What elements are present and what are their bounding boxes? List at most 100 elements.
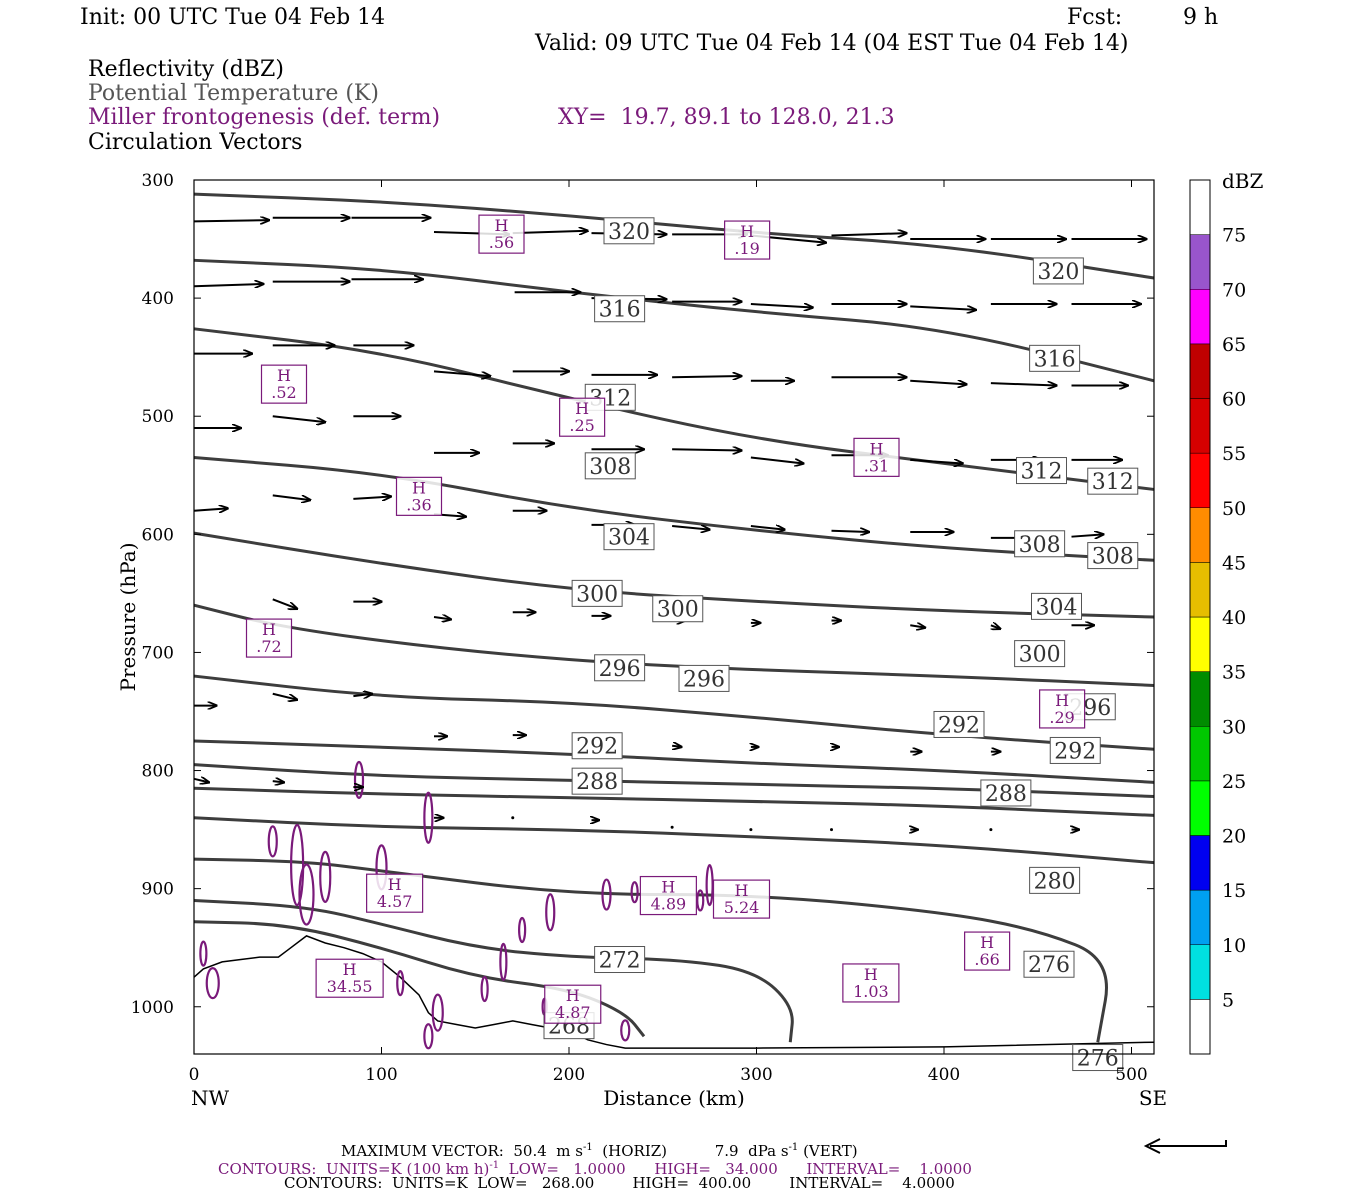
frontogenesis-max-label: H4.57 (366, 873, 424, 913)
colorbar-segment (1189, 179, 1211, 235)
theta-label: 304 (603, 523, 655, 551)
theta-label: 304 (1031, 592, 1082, 620)
valid-time: Valid: 09 UTC Tue 04 Feb 14 (04 EST Tue … (535, 31, 1129, 56)
y-tick-label: 600 (142, 525, 174, 545)
svg-text:.19: .19 (734, 239, 759, 258)
frontogenesis-contour (353, 760, 365, 800)
x-axis-title: Distance (km) (603, 1086, 745, 1110)
footer-fronto-contours: CONTOURS: UNITS=K (100 km h)-1 LOW= 1.00… (218, 1160, 972, 1178)
svg-text:296: 296 (683, 667, 725, 692)
theta-label: 316 (1029, 344, 1081, 372)
svg-text:300: 300 (657, 598, 699, 623)
circulation-vector (750, 303, 813, 308)
x-tick-label: 100 (365, 1065, 397, 1085)
svg-text:312: 312 (1092, 470, 1134, 495)
theta-label: 280 (1029, 866, 1081, 894)
svg-text:308: 308 (589, 455, 631, 480)
legend-frontogenesis: Miller frontogenesis (def. term) (88, 105, 441, 130)
theta-label: 312 (1087, 467, 1139, 495)
colorbar-tick-label: 60 (1222, 389, 1246, 411)
svg-text:316: 316 (599, 298, 641, 323)
circulation-vector (433, 617, 451, 619)
frontogenesis-contour (319, 850, 332, 903)
colorbar-segment (1189, 562, 1211, 618)
theta-label: 276 (1072, 1044, 1124, 1072)
svg-text:.66: .66 (974, 950, 999, 969)
x-tick-label: 300 (740, 1065, 772, 1085)
theta-contour-316 (193, 258, 1155, 383)
circulation-vector (512, 231, 588, 233)
svg-text:4.89: 4.89 (651, 895, 687, 914)
colorbar-tick-label: 65 (1222, 334, 1246, 356)
svg-text:34.55: 34.55 (327, 977, 373, 996)
colorbar-tick-label: 40 (1222, 607, 1246, 629)
colorbar-segment (1189, 726, 1211, 782)
colorbar-segment (1189, 999, 1211, 1055)
circulation-vector (272, 415, 326, 422)
frontogenesis-contours (199, 760, 714, 1050)
svg-text:.56: .56 (489, 233, 514, 252)
theta-label: 312 (1016, 457, 1067, 485)
svg-text:H: H (262, 620, 276, 639)
x-end-label-nw: NW (191, 1086, 230, 1110)
y-tick-label: 400 (142, 289, 174, 309)
frontogenesis-contour (423, 791, 434, 844)
colorbar-tick-label: 20 (1222, 826, 1246, 848)
svg-text:H: H (566, 986, 580, 1005)
theta-label: 288 (571, 767, 623, 795)
svg-text:308: 308 (1019, 533, 1061, 558)
init-time: Init: 00 UTC Tue 04 Feb 14 (80, 5, 386, 30)
frontogenesis-max-label: H.72 (245, 618, 293, 658)
colorbar-segment (1189, 671, 1211, 727)
frontogenesis-contour (518, 916, 527, 944)
svg-text:300: 300 (1019, 643, 1061, 668)
theta-label: 308 (1014, 530, 1066, 558)
frontogenesis-max-label: H4.87 (544, 984, 602, 1024)
circulation-vector (989, 828, 993, 832)
svg-text:H: H (388, 875, 402, 894)
theta-label: 272 (594, 946, 646, 974)
circulation-vector (991, 625, 1000, 629)
circulation-vector (672, 746, 681, 747)
colorbar-segment (1189, 234, 1211, 290)
forecast-hour: 9 h (1183, 5, 1219, 30)
frontogenesis-max-label: H34.55 (315, 958, 384, 998)
svg-text:H: H (661, 878, 675, 897)
theta-label: 316 (594, 295, 646, 323)
colorbar-tick-label: 30 (1222, 716, 1246, 738)
colorbar-tick-label: 35 (1222, 662, 1246, 684)
theta-label: 320 (603, 217, 655, 245)
svg-text:1.03: 1.03 (853, 982, 889, 1001)
circulation-vector (433, 370, 490, 376)
frontogenesis-max-label: H.25 (559, 397, 606, 437)
plot-frame (193, 179, 1155, 1055)
theta-label: 300 (652, 595, 704, 623)
frontogenesis-contour (431, 993, 444, 1032)
svg-text:.31: .31 (864, 456, 889, 475)
y-tick-label: 800 (142, 762, 174, 782)
colorbar-tick-label: 15 (1222, 880, 1246, 902)
circulation-vector (672, 526, 710, 530)
frontogenesis-contour (298, 863, 315, 926)
svg-text:276: 276 (1077, 1047, 1119, 1072)
svg-text:272: 272 (599, 949, 641, 974)
frontogenesis-max-label: H.56 (478, 214, 525, 254)
circulation-vector (193, 284, 263, 286)
circulation-vector (272, 494, 311, 500)
svg-text:H: H (575, 399, 589, 418)
circulation-vector (831, 233, 907, 235)
circulation-vector (910, 381, 966, 385)
legend-vectors: Circulation Vectors (88, 130, 303, 155)
colorbar-segment (1189, 507, 1211, 563)
svg-text:320: 320 (1037, 260, 1079, 285)
svg-text:292: 292 (938, 713, 980, 738)
colorbar-segment (1189, 835, 1211, 891)
circulation-vector (193, 220, 269, 221)
circulation-vector (670, 825, 674, 829)
svg-text:312: 312 (1021, 460, 1063, 485)
legend-reflectivity: Reflectivity (dBZ) (88, 57, 284, 82)
colorbar-tick-label: 45 (1222, 552, 1246, 574)
frontogenesis-contour (601, 878, 612, 911)
